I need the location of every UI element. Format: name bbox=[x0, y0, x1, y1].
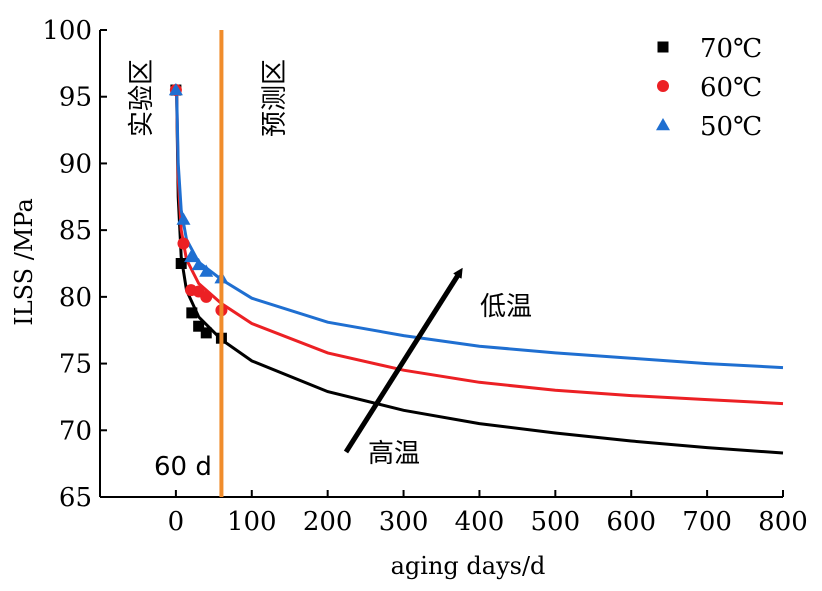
x-axis-title: aging days/d bbox=[391, 552, 546, 580]
data-point-0 bbox=[193, 320, 205, 332]
x-tick-label: 0 bbox=[168, 507, 185, 537]
x-tick-label: 400 bbox=[455, 507, 505, 537]
x-tick-label: 800 bbox=[758, 507, 808, 537]
data-point-0 bbox=[186, 307, 198, 319]
y-tick-label: 80 bbox=[59, 283, 92, 313]
x-tick-label: 100 bbox=[227, 507, 277, 537]
y-ticks: 65 70 75 80 85 90 95 100 bbox=[42, 16, 107, 513]
x-tick-label: 300 bbox=[379, 507, 429, 537]
data-point-2 bbox=[168, 83, 183, 96]
data-point-0 bbox=[200, 327, 212, 339]
x-tick-label: 500 bbox=[531, 507, 581, 537]
x-tick-label: 700 bbox=[682, 507, 732, 537]
data-point-0 bbox=[175, 258, 187, 269]
fit-curves bbox=[175, 89, 784, 455]
y-tick-label: 70 bbox=[59, 416, 92, 446]
data-point-1 bbox=[177, 237, 190, 250]
legend: 70℃ 60℃ 50℃ bbox=[656, 34, 762, 142]
x-ticks: 0 100 200 300 400 500 600 700 800 bbox=[168, 490, 808, 537]
fit-curve-1 bbox=[175, 89, 784, 406]
legend-marker-2 bbox=[656, 118, 670, 131]
data-point-1 bbox=[200, 290, 213, 303]
y-tick-label: 75 bbox=[59, 350, 92, 380]
reference-line-label: 60 d bbox=[154, 452, 212, 482]
data-point-2 bbox=[199, 264, 214, 277]
x-tick-label: 200 bbox=[303, 507, 353, 537]
y-tick-label: 95 bbox=[59, 83, 92, 113]
y-axis-title: ILSS /MPa bbox=[10, 198, 38, 326]
high-temp-label: 高温 bbox=[368, 439, 420, 469]
experiment-zone-label: 实验区 bbox=[127, 59, 157, 137]
trend-arrow bbox=[343, 267, 463, 454]
legend-label-1: 60℃ bbox=[700, 73, 762, 103]
data-point-2 bbox=[184, 249, 199, 263]
y-tick-label: 65 bbox=[59, 483, 92, 513]
legend-label-0: 70℃ bbox=[700, 34, 762, 64]
y-tick-label: 85 bbox=[59, 216, 92, 246]
y-tick-label: 100 bbox=[42, 16, 92, 46]
prediction-zone-label: 预测区 bbox=[260, 59, 290, 137]
y-tick-label: 90 bbox=[59, 149, 92, 179]
data-point-2 bbox=[176, 212, 191, 225]
legend-label-2: 50℃ bbox=[700, 112, 762, 142]
data-point-2 bbox=[191, 257, 206, 271]
legend-marker-0 bbox=[657, 41, 669, 53]
low-temp-label: 低温 bbox=[480, 292, 532, 322]
legend-marker-1 bbox=[657, 80, 669, 92]
x-tick-label: 600 bbox=[606, 507, 656, 537]
